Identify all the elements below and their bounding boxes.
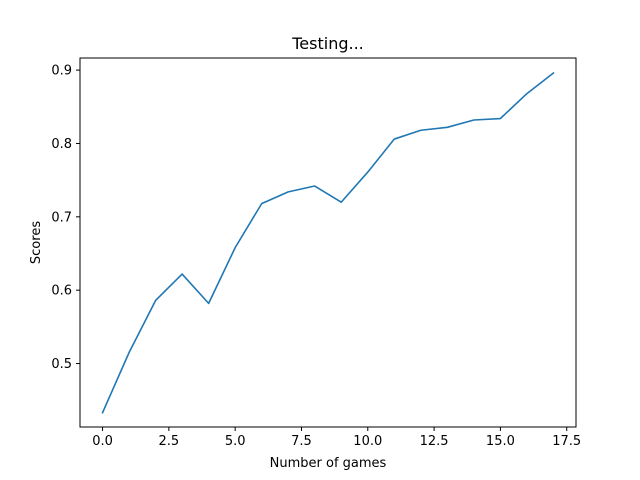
x-tick-label: 2.5: [159, 434, 180, 449]
chart-title: Testing...: [291, 34, 364, 53]
x-tick-label: 0.0: [92, 434, 113, 449]
y-axis-label: Scores: [29, 221, 44, 264]
axes-frame: [79, 57, 577, 428]
y-tick-label: 0.7: [51, 210, 72, 225]
y-tick-label: 0.6: [51, 284, 72, 299]
y-tick-label: 0.9: [51, 64, 72, 79]
x-tick-label: 5.0: [225, 434, 246, 449]
plot-area: [101, 71, 555, 414]
x-axis-label: Number of games: [270, 456, 387, 471]
x-tick-label: 17.5: [552, 434, 581, 449]
x-axis: 0.0 2.5 5.0 7.5 10.0 12.5 15.0 17.5: [92, 427, 581, 449]
x-tick-label: 10.0: [353, 434, 382, 449]
x-tick-label: 7.5: [291, 434, 312, 449]
x-tick-label: 15.0: [486, 434, 515, 449]
x-tick-label: 12.5: [420, 434, 449, 449]
y-axis: 0.5 0.6 0.7 0.8 0.9: [51, 64, 80, 372]
y-tick-label: 0.8: [51, 137, 72, 152]
series-line: [101, 71, 555, 414]
y-tick-label: 0.5: [51, 357, 72, 372]
